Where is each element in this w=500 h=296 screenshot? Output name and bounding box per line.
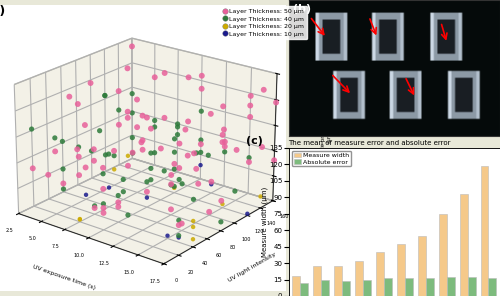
Bar [355,261,363,296]
Bar [446,277,454,296]
Text: The mean of measure error and absolute error: The mean of measure error and absolute e… [288,140,451,146]
Bar [480,166,488,296]
Bar [376,252,384,296]
Bar [426,279,434,296]
Bar [460,194,468,296]
Bar [363,279,371,296]
Bar [300,283,308,296]
Bar [292,276,300,296]
Bar [418,236,426,296]
X-axis label: UV exposure time (s): UV exposure time (s) [32,265,96,291]
Bar [342,281,350,296]
Legend: Layer Thickness: 50 μm, Layer Thickness: 40 μm, Layer Thickness: 20 μm, Layer Th: Layer Thickness: 50 μm, Layer Thickness:… [220,6,307,39]
Bar [321,279,329,296]
Bar [438,213,446,296]
Legend: Measure width, Absolute error: Measure width, Absolute error [292,151,351,166]
Bar [313,266,321,296]
Text: (b): (b) [293,4,311,14]
Bar [488,279,496,296]
Y-axis label: UV light intensity: UV light intensity [227,252,276,283]
Bar [397,244,404,296]
Bar [384,279,392,296]
Bar [468,277,475,296]
Text: (a): (a) [0,5,6,18]
Bar [404,279,412,296]
Text: (c): (c) [246,136,263,146]
Bar [334,266,342,296]
Y-axis label: Measure width (μm): Measure width (μm) [261,186,268,257]
